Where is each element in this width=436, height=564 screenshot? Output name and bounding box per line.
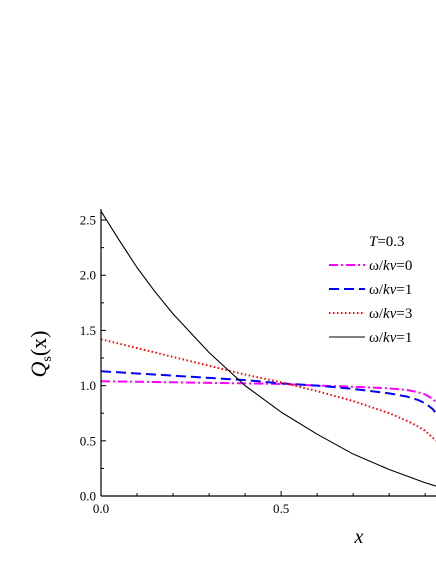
series-layer: [100, 210, 436, 487]
y-axis-title-sub: s: [40, 356, 55, 361]
x-tick-label: 0.0: [93, 501, 109, 516]
legend-label-2: ω/kv=3: [369, 306, 412, 322]
y-tick-label: 1.5: [80, 323, 96, 338]
legend-label-3: ω/kv=1: [369, 330, 412, 346]
series-line-0: [100, 380, 436, 403]
legend-label-0: ω/kv=0: [369, 258, 412, 274]
legend: T=0.3 ω/kv=0 ω/kv=1 ω/kv=3 ω/kv=1: [329, 234, 412, 346]
y-axis-title-arg: (x): [26, 331, 51, 357]
legend-entries: ω/kv=0 ω/kv=1 ω/kv=3 ω/kv=1: [329, 258, 412, 346]
temperature-annotation: T=0.3: [369, 234, 405, 250]
series-line-2: [100, 338, 436, 442]
axes-layer: [100, 209, 436, 497]
y-axis-title-main: Q: [26, 362, 51, 378]
ticks-layer: 0.0 0.5 1.0 1.5 2.0 2.5 0.0 0.5: [80, 213, 426, 516]
series-line-3: [100, 210, 436, 487]
annotation-prefix: T: [369, 234, 379, 250]
x-axis-title: x: [354, 526, 364, 548]
y-axis-title: Qs(x): [26, 331, 55, 378]
y-tick-label: 2.0: [80, 268, 96, 283]
y-tick-label: 2.5: [80, 213, 96, 228]
y-tick-label: 0.5: [80, 433, 96, 448]
legend-label-1: ω/kv=1: [369, 282, 412, 298]
y-tick-label: 1.0: [80, 378, 96, 393]
series-line-1: [100, 370, 436, 414]
y-tick-label: 0.0: [80, 489, 96, 504]
annotation-suffix: =0.3: [377, 234, 404, 250]
x-tick-label: 0.5: [273, 501, 289, 516]
